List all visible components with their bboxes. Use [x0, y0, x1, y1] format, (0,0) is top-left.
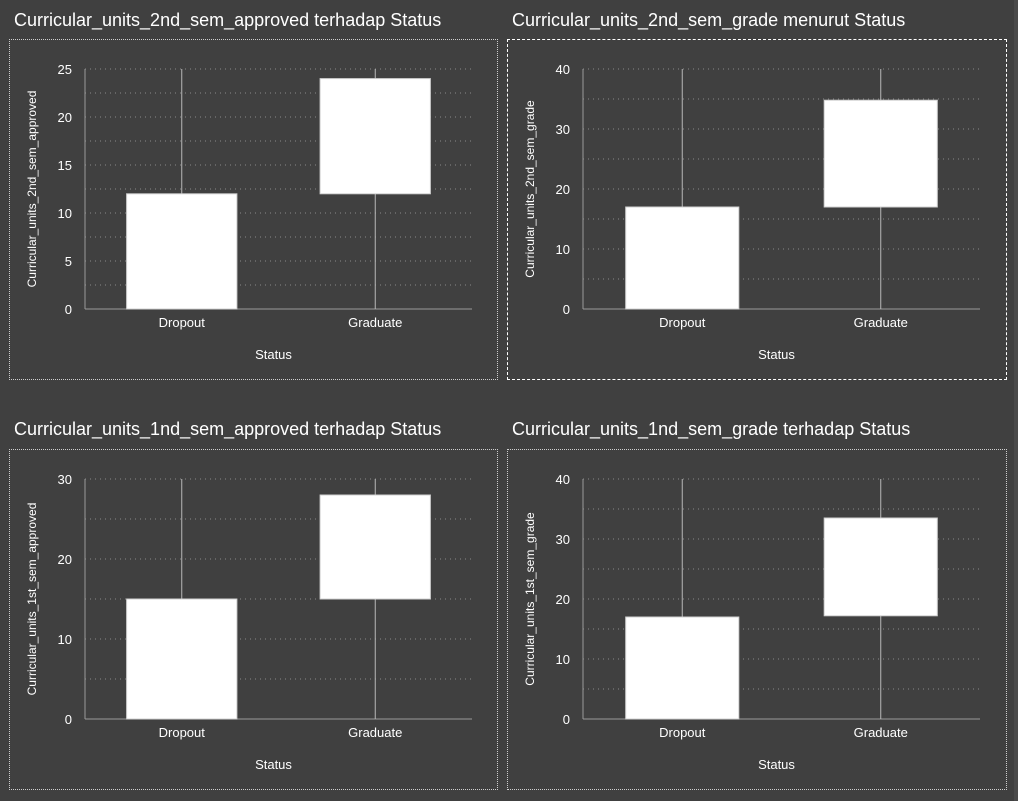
x-tick-label: Graduate [854, 725, 908, 740]
y-tick-label: 0 [563, 712, 570, 727]
x-tick-label: Dropout [159, 315, 206, 330]
chart-title: Curricular_units_2nd_sem_grade menurut S… [512, 10, 906, 30]
chart-svg: 0 10 20 30 40 Dropout Graduate Status Curricular… [523, 62, 980, 362]
x-axis-title: Status [255, 757, 292, 772]
y-tick-label: 10 [556, 652, 570, 667]
x-axis-title: Status [758, 757, 795, 772]
y-tick-label: 20 [58, 552, 72, 567]
scrollbar[interactable] [1014, 0, 1018, 801]
y-tick-label: 0 [65, 712, 72, 727]
y-tick-label: 20 [58, 110, 72, 125]
chart-svg: 0 10 20 30 40 Dropout Graduate Status Curricular… [523, 472, 980, 772]
y-tick-label: 10 [58, 206, 72, 221]
box-dropout [625, 206, 740, 310]
x-tick-label: Graduate [348, 725, 402, 740]
y-tick-label: 15 [58, 158, 72, 173]
chart-svg: 0 10 20 30 Dropout Graduate Status Curricular_u… [25, 472, 472, 772]
y-tick-label: 0 [65, 302, 72, 317]
y-axis-title: Curricular_units_1st_sem_grade [523, 512, 537, 686]
plot-frame-selected[interactable]: 0 10 20 30 40 Dropout Graduate Status Curricular… [507, 39, 1007, 380]
x-tick-label: Graduate [854, 315, 908, 330]
box-graduate [319, 78, 431, 195]
y-tick-label: 25 [58, 62, 72, 77]
y-axis-title: Curricular_units_2nd_sem_approved [25, 91, 39, 288]
x-tick-label: Dropout [659, 315, 706, 330]
x-tick-label: Dropout [659, 725, 706, 740]
x-axis-title: Status [255, 347, 292, 362]
y-tick-label: 20 [556, 592, 570, 607]
y-tick-label: 10 [58, 632, 72, 647]
y-tick-label: 30 [556, 532, 570, 547]
chart-title: Curricular_units_1nd_sem_grade terhadap … [512, 419, 911, 439]
box-graduate [823, 517, 938, 617]
plot-frame[interactable]: 0 10 20 30 Dropout Graduate Status Curricular_u… [9, 449, 498, 790]
plot-frame[interactable]: 0 10 20 30 40 Dropout Graduate Status Curricular… [507, 449, 1007, 790]
y-axis-title: Curricular_units_2nd_sem_grade [523, 100, 537, 278]
box-dropout [126, 193, 238, 310]
y-tick-label: 10 [556, 242, 570, 257]
x-axis-title: Status [758, 347, 795, 362]
y-tick-label: 0 [563, 302, 570, 317]
box-dropout [625, 616, 740, 720]
box-graduate [823, 99, 938, 208]
chart-title: Curricular_units_2nd_sem_approved terhad… [14, 10, 442, 30]
box-dropout [126, 598, 238, 720]
y-axis-title: Curricular_units_1st_sem_approved [25, 503, 39, 696]
x-tick-label: Graduate [348, 315, 402, 330]
chart-title: Curricular_units_1nd_sem_approved terhad… [14, 419, 442, 439]
y-tick-label: 30 [556, 122, 570, 137]
x-tick-label: Dropout [159, 725, 206, 740]
chart-svg: 0 5 10 15 20 25 Dropout Graduate Status Curricula… [25, 62, 472, 362]
y-tick-label: 5 [65, 254, 72, 269]
y-tick-label: 30 [58, 472, 72, 487]
box-graduate [319, 494, 431, 600]
y-tick-label: 40 [556, 472, 570, 487]
plot-frame[interactable]: 0 5 10 15 20 25 Dropout Graduate Status Curricula… [9, 39, 498, 380]
y-tick-label: 40 [556, 62, 570, 77]
y-tick-label: 20 [556, 182, 570, 197]
